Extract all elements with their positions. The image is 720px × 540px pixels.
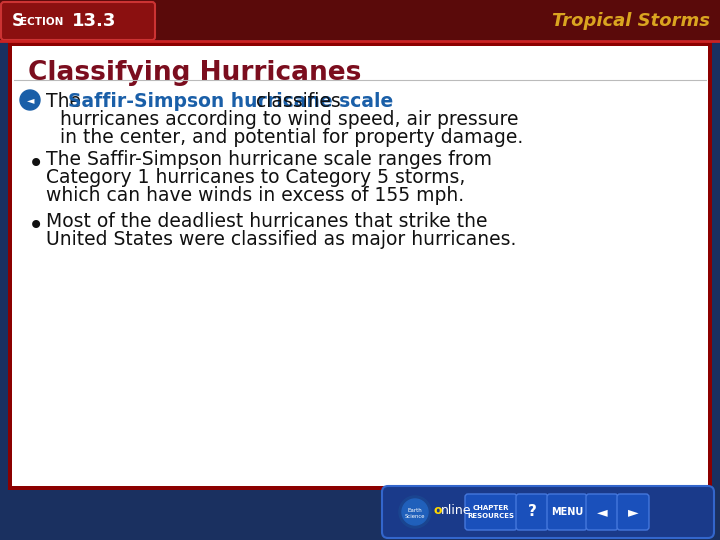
Bar bbox=[8, 42, 712, 490]
Text: Saffir-Simpson hurricane scale: Saffir-Simpson hurricane scale bbox=[68, 92, 393, 111]
Text: 13.3: 13.3 bbox=[72, 12, 117, 30]
Text: •: • bbox=[28, 212, 44, 240]
Text: Earth: Earth bbox=[408, 508, 423, 512]
Text: Most of the deadliest hurricanes that strike the: Most of the deadliest hurricanes that st… bbox=[46, 212, 487, 231]
Text: •: • bbox=[28, 150, 44, 178]
FancyBboxPatch shape bbox=[516, 494, 548, 530]
Text: which can have winds in excess of 155 mph.: which can have winds in excess of 155 mp… bbox=[46, 186, 464, 205]
Text: nline: nline bbox=[441, 504, 472, 517]
FancyBboxPatch shape bbox=[586, 494, 618, 530]
FancyBboxPatch shape bbox=[1, 2, 155, 40]
Text: o: o bbox=[433, 504, 441, 517]
Text: The: The bbox=[46, 92, 87, 111]
Text: Category 1 hurricanes to Category 5 storms,: Category 1 hurricanes to Category 5 stor… bbox=[46, 168, 465, 187]
Text: CHAPTER
RESOURCES: CHAPTER RESOURCES bbox=[467, 505, 515, 518]
Text: ◄: ◄ bbox=[597, 505, 607, 519]
Text: MENU: MENU bbox=[551, 507, 583, 517]
Text: S: S bbox=[12, 12, 24, 30]
Bar bbox=[0, 0, 720, 40]
Text: ?: ? bbox=[528, 504, 536, 519]
Text: The Saffir-Simpson hurricane scale ranges from: The Saffir-Simpson hurricane scale range… bbox=[46, 150, 492, 169]
Circle shape bbox=[20, 90, 40, 110]
Text: ◄: ◄ bbox=[27, 95, 35, 105]
FancyBboxPatch shape bbox=[465, 494, 517, 530]
Text: ►: ► bbox=[628, 505, 639, 519]
Text: in the center, and potential for property damage.: in the center, and potential for propert… bbox=[60, 128, 523, 147]
Text: ECTION: ECTION bbox=[20, 17, 63, 27]
Text: classifies: classifies bbox=[250, 92, 341, 111]
Circle shape bbox=[399, 496, 431, 528]
Bar bbox=[12, 46, 708, 486]
Circle shape bbox=[402, 499, 428, 525]
FancyBboxPatch shape bbox=[617, 494, 649, 530]
FancyBboxPatch shape bbox=[382, 486, 714, 538]
Text: Science: Science bbox=[405, 514, 426, 518]
Text: Tropical Storms: Tropical Storms bbox=[552, 12, 710, 30]
Text: hurricanes according to wind speed, air pressure: hurricanes according to wind speed, air … bbox=[60, 110, 518, 129]
FancyBboxPatch shape bbox=[547, 494, 587, 530]
Text: Classifying Hurricanes: Classifying Hurricanes bbox=[28, 60, 361, 86]
Text: United States were classified as major hurricanes.: United States were classified as major h… bbox=[46, 230, 516, 249]
